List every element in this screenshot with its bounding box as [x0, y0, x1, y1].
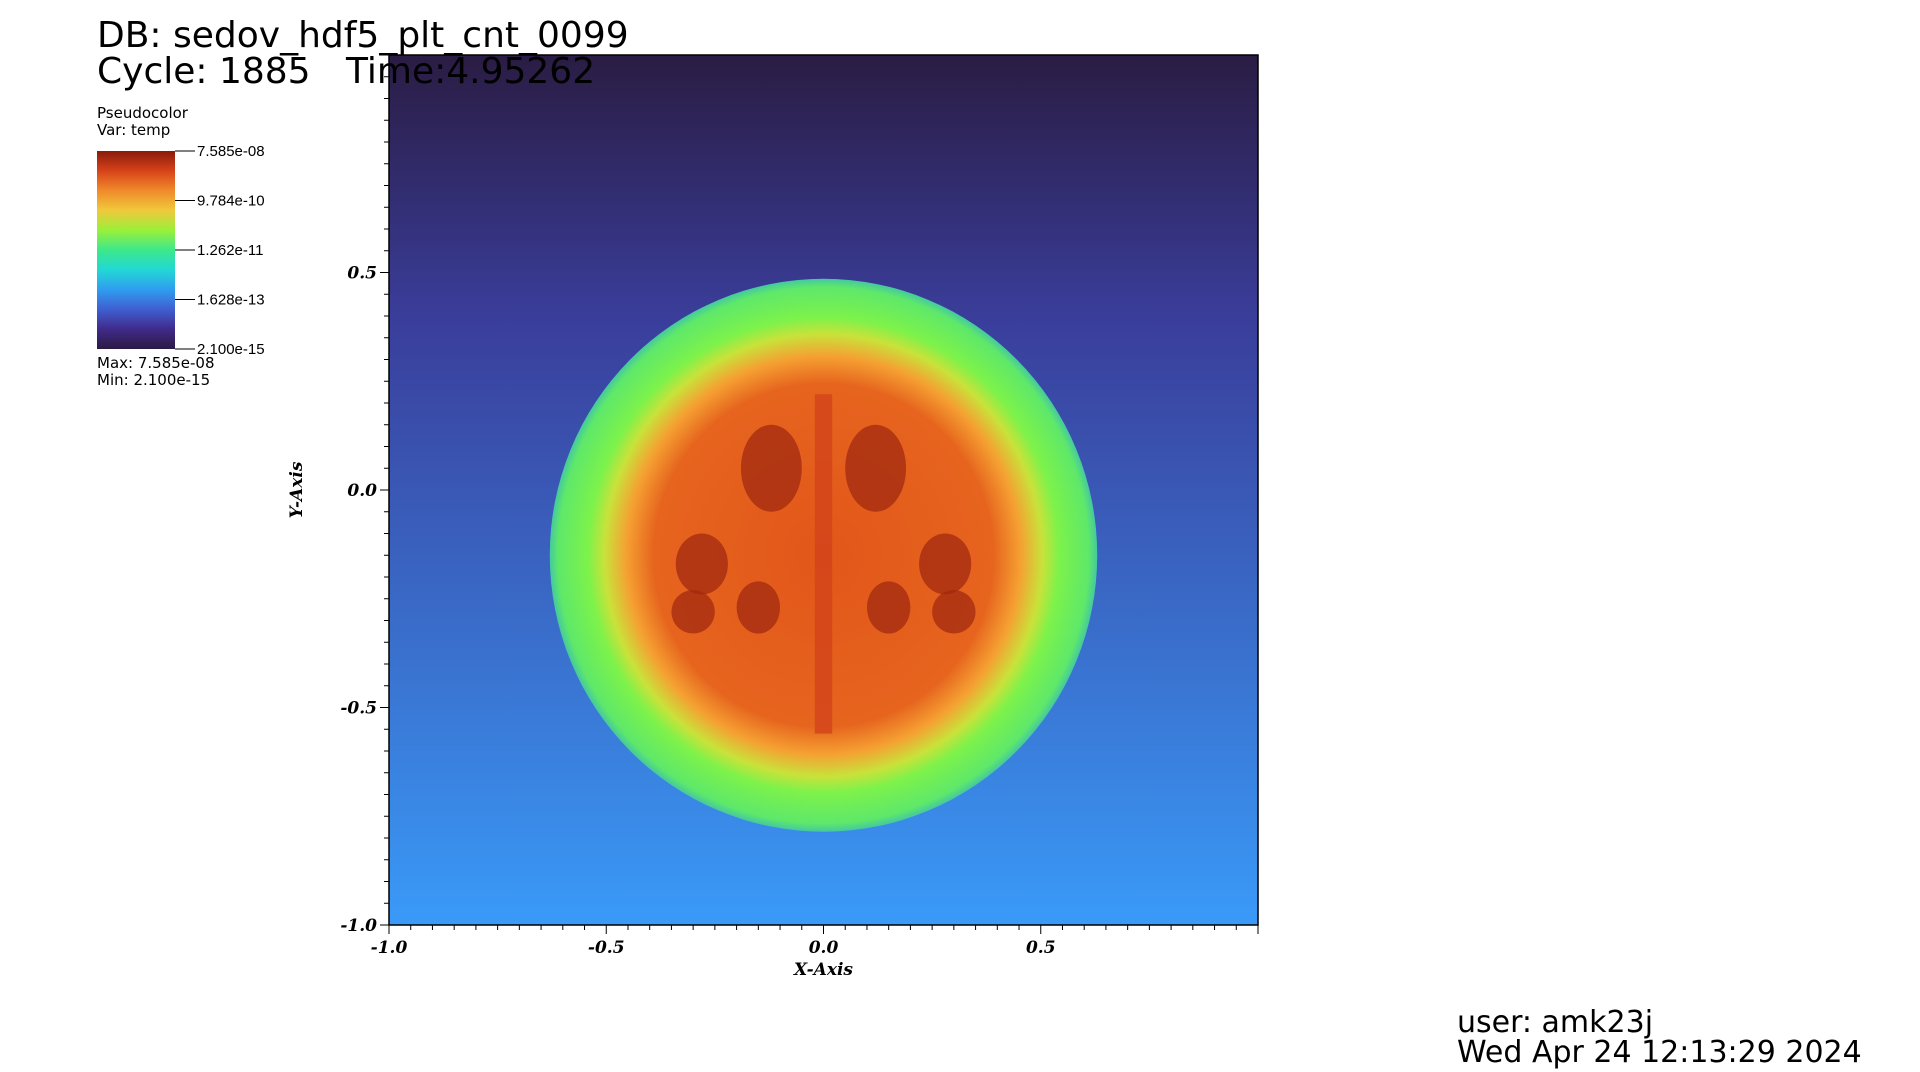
plume-swirl [932, 590, 976, 634]
colorbar-label: 1.628e-13 [197, 292, 265, 309]
legend-min: Min: 2.100e-15 [97, 371, 211, 389]
plume-swirl [919, 533, 972, 595]
x-axis-title: X-Axis [793, 960, 853, 980]
plume-stem [814, 394, 833, 734]
x-tick-label: -0.5 [588, 938, 625, 958]
y-axis-title: Y-Axis [287, 461, 307, 518]
legend-plot-type: Pseudocolor [97, 104, 188, 122]
plot-area [389, 55, 1258, 925]
y-tick-label: 0.5 [347, 264, 377, 284]
axes: -1.0 -0.5 0.0 0.5 -1.0 -0.5 0.0 0.5 X-Axis Y-Axis [287, 54, 1259, 980]
plume-swirl [675, 533, 728, 595]
legend-variable: Var: temp [97, 121, 171, 139]
footer-date: Wed Apr 24 12:13:29 2024 [1457, 1035, 1862, 1070]
y-tick-label: -1.0 [340, 916, 377, 936]
colorbar-label: 9.784e-10 [197, 193, 265, 210]
database-label: DB: sedov_hdf5_plt_cnt_0099 [97, 15, 629, 56]
plume-structures [671, 394, 976, 734]
time-label: Time:4.95262 [346, 51, 596, 92]
colorbar: 7.585e-08 9.784e-10 1.262e-11 1.628e-13 2.10… [97, 143, 265, 358]
cycle-label: Cycle: 1885 [97, 51, 311, 92]
plume-swirl [671, 590, 715, 634]
y-tick-label: -0.5 [340, 699, 377, 719]
plume-swirl [736, 581, 781, 634]
footer-user: user: amk23j [1457, 1005, 1654, 1040]
colorbar-label: 2.100e-15 [197, 341, 265, 358]
y-tick-label: 0.0 [347, 481, 377, 501]
plume-swirl [740, 424, 802, 512]
x-tick-label: 0.5 [1026, 938, 1056, 958]
plume-swirl [866, 581, 911, 634]
x-tick-label: -1.0 [371, 938, 408, 958]
colorbar-label: 7.585e-08 [197, 143, 265, 160]
colorbar-label: 1.262e-11 [197, 242, 263, 259]
x-tick-label: 0.0 [809, 938, 839, 958]
plume-swirl [845, 424, 907, 512]
legend-max: Max: 7.585e-08 [97, 354, 215, 372]
colorbar-gradient [97, 151, 175, 349]
